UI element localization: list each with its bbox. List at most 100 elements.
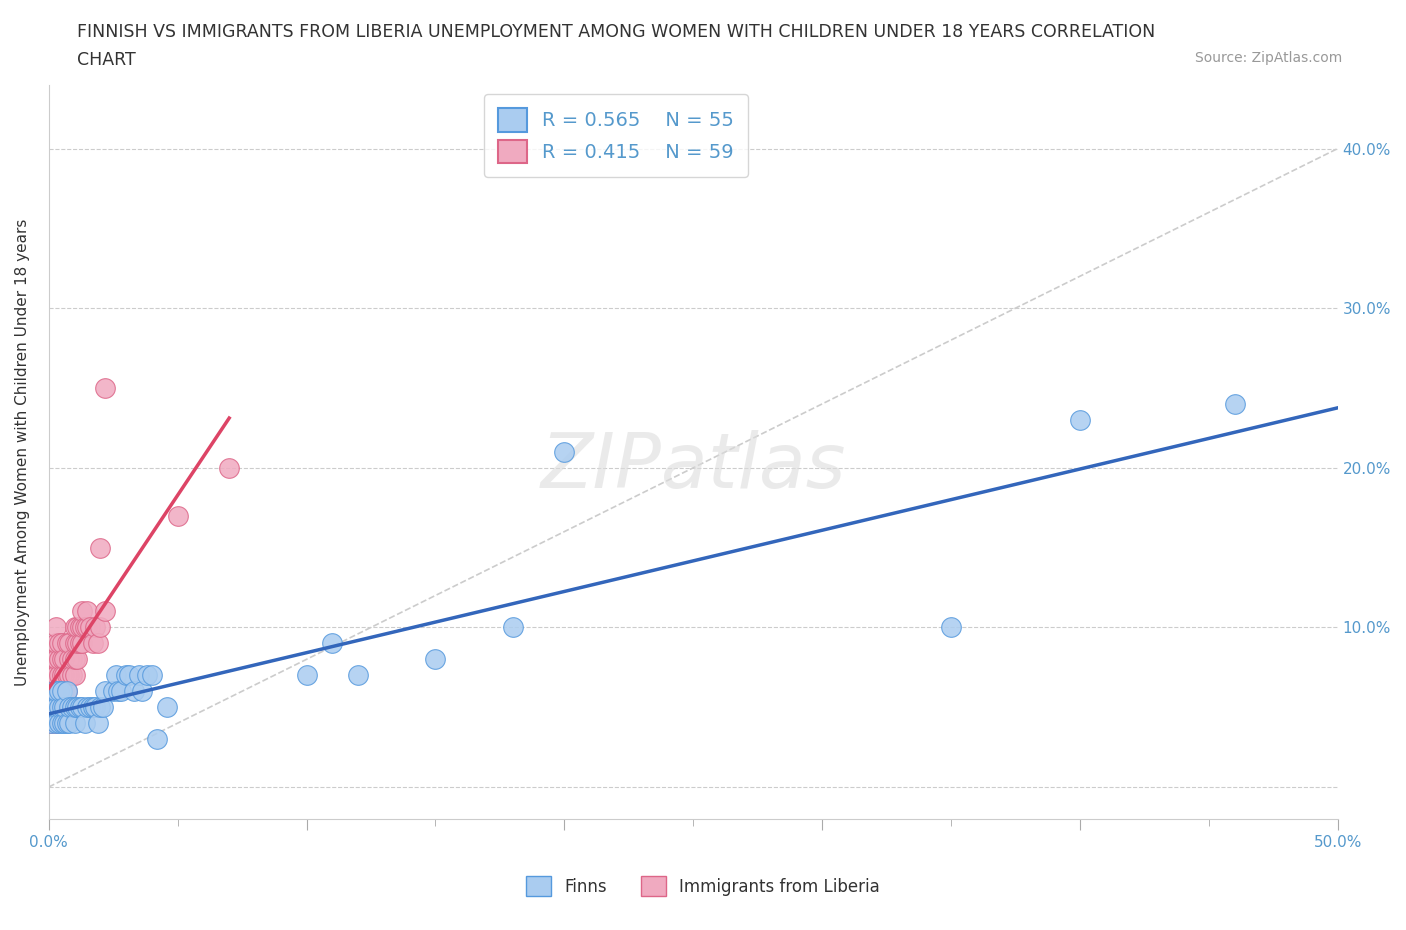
Point — [56, 668, 79, 683]
Point — [91, 699, 114, 714]
Point — [72, 620, 94, 635]
Point — [69, 620, 91, 635]
Point — [135, 668, 157, 683]
Point — [41, 716, 63, 731]
Point — [42, 668, 65, 683]
Legend: Finns, Immigrants from Liberia: Finns, Immigrants from Liberia — [520, 870, 886, 903]
Point — [45, 684, 67, 698]
Point — [63, 699, 86, 714]
Point — [939, 620, 962, 635]
Point — [89, 540, 111, 555]
Point — [502, 620, 524, 635]
Point — [79, 620, 101, 635]
Point — [53, 716, 76, 731]
Point — [48, 699, 70, 714]
Point — [48, 636, 70, 651]
Point — [56, 684, 79, 698]
Point — [51, 716, 73, 731]
Point — [82, 636, 104, 651]
Point — [115, 668, 138, 683]
Point — [128, 668, 150, 683]
Point — [63, 652, 86, 667]
Point — [53, 699, 76, 714]
Point — [66, 620, 89, 635]
Point — [73, 716, 96, 731]
Point — [48, 716, 70, 731]
Point — [1223, 396, 1246, 411]
Point — [553, 445, 575, 459]
Point — [118, 668, 141, 683]
Point — [63, 716, 86, 731]
Point — [72, 604, 94, 618]
Point — [89, 620, 111, 635]
Point — [79, 699, 101, 714]
Point — [218, 460, 240, 475]
Point — [56, 636, 79, 651]
Point — [60, 699, 83, 714]
Point — [48, 652, 70, 667]
Point — [72, 699, 94, 714]
Point — [51, 668, 73, 683]
Text: CHART: CHART — [77, 51, 136, 69]
Point — [45, 620, 67, 635]
Point — [166, 508, 188, 523]
Point — [41, 699, 63, 714]
Point — [56, 716, 79, 731]
Point — [425, 652, 447, 667]
Point — [42, 684, 65, 698]
Point — [87, 636, 110, 651]
Point — [45, 699, 67, 714]
Point — [131, 684, 153, 698]
Point — [45, 668, 67, 683]
Point — [58, 636, 80, 651]
Point — [60, 652, 83, 667]
Point — [45, 652, 67, 667]
Point — [66, 636, 89, 651]
Point — [84, 699, 107, 714]
Point — [66, 652, 89, 667]
Point — [51, 699, 73, 714]
Point — [82, 699, 104, 714]
Point — [76, 620, 98, 635]
Point — [58, 652, 80, 667]
Point — [76, 699, 98, 714]
Point — [58, 716, 80, 731]
Point — [48, 684, 70, 698]
Point — [53, 668, 76, 683]
Text: FINNISH VS IMMIGRANTS FROM LIBERIA UNEMPLOYMENT AMONG WOMEN WITH CHILDREN UNDER : FINNISH VS IMMIGRANTS FROM LIBERIA UNEMP… — [77, 23, 1156, 41]
Text: ZIPatlas: ZIPatlas — [540, 430, 846, 503]
Y-axis label: Unemployment Among Women with Children Under 18 years: Unemployment Among Women with Children U… — [15, 219, 30, 685]
Point — [51, 636, 73, 651]
Point — [63, 668, 86, 683]
Point — [104, 668, 127, 683]
Point — [45, 716, 67, 731]
Point — [110, 684, 132, 698]
Point — [63, 620, 86, 635]
Point — [45, 684, 67, 698]
Point — [87, 716, 110, 731]
Point — [84, 620, 107, 635]
Text: Source: ZipAtlas.com: Source: ZipAtlas.com — [1195, 51, 1343, 65]
Point — [42, 699, 65, 714]
Point — [94, 684, 117, 698]
Point — [122, 684, 145, 698]
Point — [63, 636, 86, 651]
Point — [53, 684, 76, 698]
Point — [56, 684, 79, 698]
Point — [141, 668, 163, 683]
Point — [58, 668, 80, 683]
Point — [48, 699, 70, 714]
Point — [41, 716, 63, 731]
Point — [76, 604, 98, 618]
Point — [51, 699, 73, 714]
Point — [42, 652, 65, 667]
Point — [69, 636, 91, 651]
Point — [72, 636, 94, 651]
Point — [66, 699, 89, 714]
Point — [295, 668, 318, 683]
Legend: R = 0.565    N = 55, R = 0.415    N = 59: R = 0.565 N = 55, R = 0.415 N = 59 — [484, 95, 748, 177]
Point — [42, 684, 65, 698]
Point — [103, 684, 125, 698]
Point — [45, 716, 67, 731]
Point — [1069, 413, 1091, 428]
